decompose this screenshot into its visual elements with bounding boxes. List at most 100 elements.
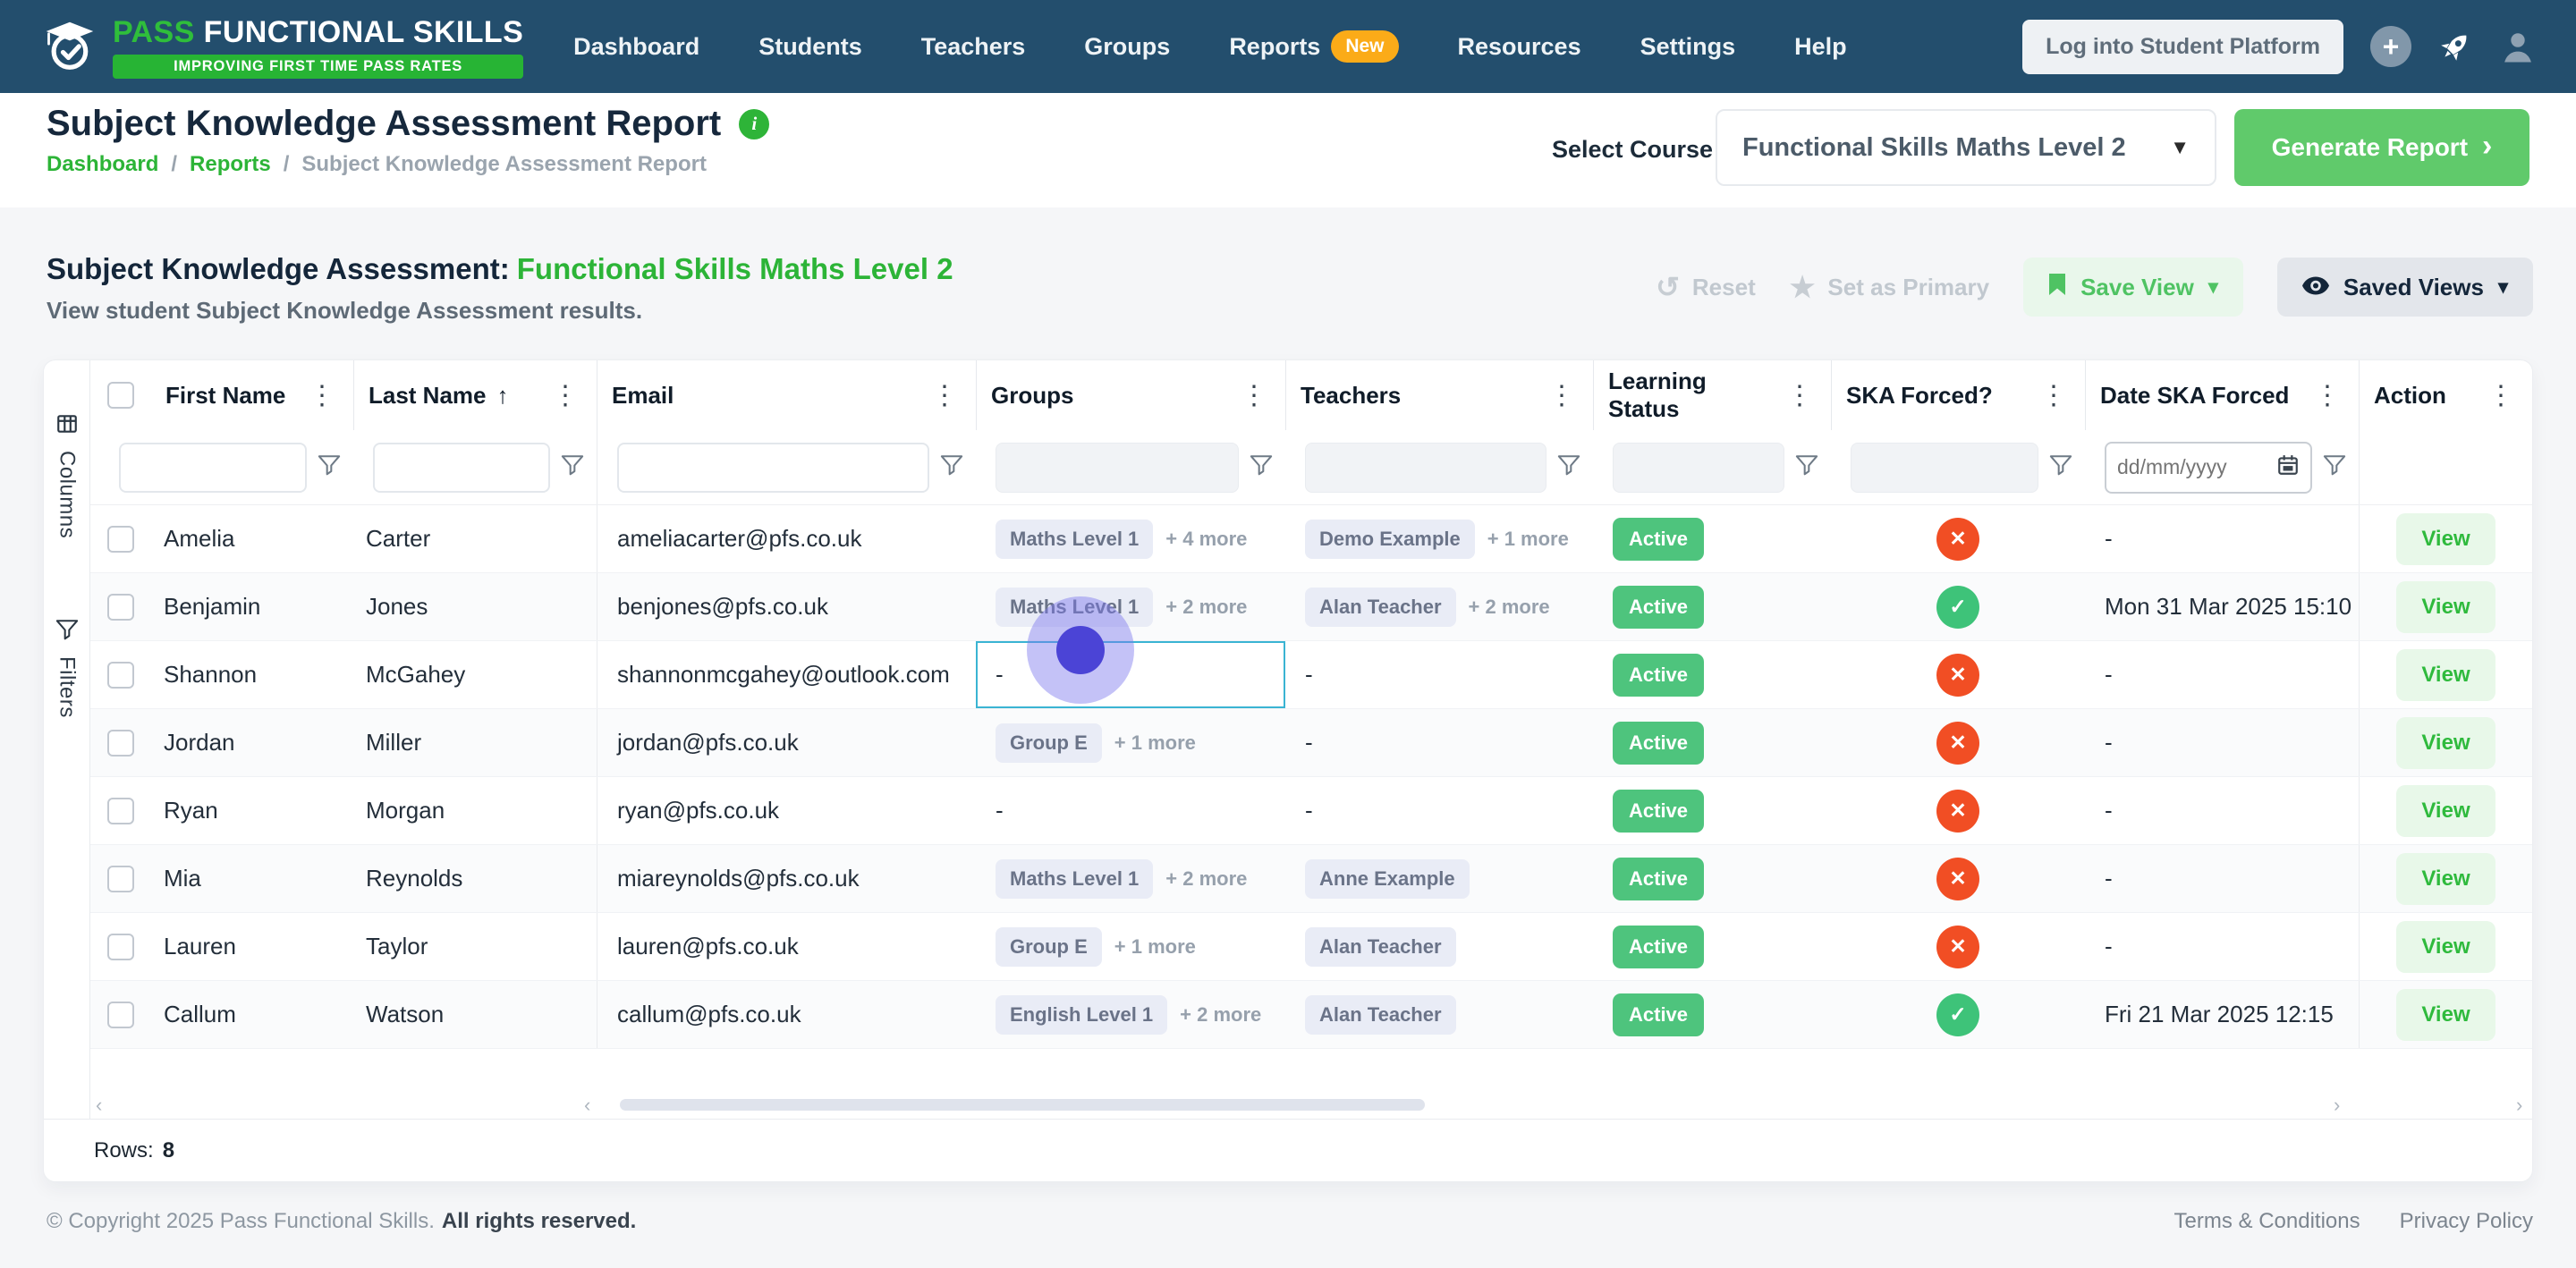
view-button[interactable]: View [2396, 648, 2496, 701]
column-header-first-name[interactable]: First Name ⋮ [151, 360, 353, 430]
filter-funnel-icon[interactable] [1795, 454, 1818, 481]
filter-cell-date-ska-forced [2085, 430, 2359, 504]
view-button[interactable]: View [2396, 988, 2496, 1041]
column-header-last-name[interactable]: Last Name ↑ ⋮ [353, 360, 597, 430]
nav-item-dashboard[interactable]: Dashboard [573, 33, 699, 61]
calendar-icon[interactable] [2276, 453, 2300, 481]
filter-date-input[interactable] [2117, 455, 2251, 479]
row-checkbox[interactable] [107, 729, 134, 757]
nav-item-resources[interactable]: Resources [1458, 33, 1581, 61]
column-header-date-ska-forced[interactable]: Date SKA Forced ⋮ [2085, 360, 2359, 430]
copyright-text: © Copyright 2025 Pass Functional Skills.… [47, 1209, 637, 1233]
saved-views-button[interactable]: Saved Views ▾ [2276, 258, 2533, 317]
filter-funnel-icon[interactable] [940, 454, 963, 481]
row-checkbox[interactable] [107, 661, 134, 689]
column-header-label: Learning Status [1608, 368, 1707, 422]
nav-item-reports[interactable]: Reports New [1229, 30, 1399, 63]
scroll-right-icon[interactable]: › [2334, 1094, 2341, 1116]
filter-input-teachers[interactable] [1305, 442, 1546, 493]
view-button[interactable]: View [2396, 784, 2496, 837]
view-button[interactable]: View [2396, 716, 2496, 769]
table-row: Callum Watson callum@pfs.co.uk English Leve… [90, 981, 2532, 1049]
view-button[interactable]: View [2396, 512, 2496, 565]
row-checkbox[interactable] [107, 865, 134, 892]
row-checkbox-cell [90, 505, 151, 572]
nav-item-students[interactable]: Students [758, 33, 862, 61]
column-header-ska-forced[interactable]: SKA Forced? ⋮ [1831, 360, 2085, 430]
info-icon[interactable]: i [739, 108, 770, 139]
reset-button[interactable]: ↺ Reset [1656, 271, 1756, 303]
filter-input-email[interactable] [617, 442, 929, 493]
column-menu-icon[interactable]: ⋮ [2314, 380, 2341, 410]
row-checkbox[interactable] [107, 797, 134, 824]
row-checkbox[interactable] [107, 593, 134, 621]
column-header-action[interactable]: Action ⋮ [2359, 360, 2532, 430]
footer-link-terms-conditions[interactable]: Terms & Conditions [2174, 1209, 2360, 1233]
filter-funnel-icon[interactable] [2323, 454, 2346, 481]
column-header-learning-status[interactable]: Learning Status ⋮ [1593, 360, 1831, 430]
sort-asc-icon[interactable]: ↑ [496, 381, 509, 409]
groups-cell-pill: Group E [996, 926, 1102, 967]
filter-input-learning-status[interactable] [1613, 442, 1784, 493]
filter-input-groups[interactable] [996, 442, 1239, 493]
date-ska-forced-cell: - [2105, 661, 2113, 688]
filter-funnel-icon[interactable] [561, 454, 584, 481]
column-menu-icon[interactable]: ⋮ [2040, 380, 2067, 410]
groups-cell[interactable]: - [976, 641, 1285, 708]
add-icon[interactable]: + [2370, 26, 2411, 67]
column-menu-icon[interactable]: ⋮ [309, 380, 335, 410]
column-header-email[interactable]: Email ⋮ [597, 360, 976, 430]
table-row: Ryan Morgan ryan@pfs.co.uk - - Active ✕ - View [90, 777, 2532, 845]
nav-links: Dashboard Students Teachers Groups Reports Ne… [573, 30, 1847, 63]
teachers-cell: Demo Example + 1 more [1285, 505, 1593, 572]
scroll-right-icon[interactable]: › [2516, 1094, 2523, 1116]
save-view-button[interactable]: Save View ▾ [2023, 258, 2243, 317]
view-button[interactable]: View [2396, 580, 2496, 633]
breadcrumb-dashboard[interactable]: Dashboard [47, 152, 159, 176]
row-checkbox[interactable] [107, 933, 134, 960]
column-menu-icon[interactable]: ⋮ [1548, 380, 1575, 410]
filter-input-ska-forced[interactable] [1851, 442, 2038, 493]
filter-cell-groups [976, 430, 1285, 504]
login-student-platform-button[interactable]: Log into Student Platform [2022, 19, 2343, 74]
brand-logo[interactable]: PASS FUNCTIONAL SKILLS IMPROVING FIRST TI… [39, 15, 524, 79]
scrollbar-thumb[interactable] [620, 1099, 1425, 1111]
filters-panel-toggle[interactable]: Filters [55, 619, 80, 718]
column-menu-icon[interactable]: ⋮ [552, 380, 579, 410]
view-button[interactable]: View [2396, 852, 2496, 905]
row-checkbox[interactable] [107, 525, 134, 553]
filter-input-first-name[interactable] [119, 442, 307, 493]
filter-input-last-name[interactable] [373, 442, 550, 493]
view-button[interactable]: View [2396, 920, 2496, 973]
teachers-cell: Alan Teacher + 2 more [1285, 573, 1593, 640]
nav-item-teachers[interactable]: Teachers [921, 33, 1026, 61]
filter-funnel-icon[interactable] [1250, 454, 1273, 481]
column-header-teachers[interactable]: Teachers ⋮ [1285, 360, 1593, 430]
filter-funnel-icon[interactable] [1557, 454, 1580, 481]
horizontal-scrollbar[interactable]: ‹ ‹ › › [90, 1094, 2532, 1119]
rocket-icon[interactable] [2438, 30, 2472, 63]
column-menu-icon[interactable]: ⋮ [931, 380, 958, 410]
filter-funnel-icon[interactable] [318, 454, 341, 481]
breadcrumb-reports[interactable]: Reports [190, 152, 271, 176]
column-menu-icon[interactable]: ⋮ [1241, 380, 1267, 410]
nav-item-help[interactable]: Help [1794, 33, 1847, 61]
column-menu-icon[interactable]: ⋮ [2487, 380, 2514, 410]
filter-funnel-icon[interactable] [2049, 454, 2072, 481]
set-as-primary-button[interactable]: ★ Set as Primary [1789, 271, 1990, 303]
nav-item-settings[interactable]: Settings [1640, 33, 1736, 61]
ska-forced-no-icon: ✕ [1936, 517, 1979, 561]
columns-panel-toggle[interactable]: Columns [55, 412, 80, 538]
table-header-row: First Name ⋮ Last Name ↑ ⋮ Email ⋮ Groups ⋮ Teach… [90, 360, 2532, 430]
generate-report-button[interactable]: Generate Report › [2234, 109, 2529, 186]
row-checkbox[interactable] [107, 1001, 134, 1028]
user-profile-icon[interactable] [2499, 28, 2537, 65]
column-menu-icon[interactable]: ⋮ [1786, 380, 1813, 410]
select-all-checkbox[interactable] [107, 382, 134, 409]
course-select-dropdown[interactable]: Functional Skills Maths Level 2 ▼ [1716, 109, 2216, 186]
footer-link-privacy-policy[interactable]: Privacy Policy [2399, 1209, 2533, 1233]
scroll-left-icon[interactable]: ‹ [584, 1094, 591, 1116]
column-header-groups[interactable]: Groups ⋮ [976, 360, 1285, 430]
scroll-left-icon[interactable]: ‹ [96, 1094, 103, 1116]
nav-item-groups[interactable]: Groups [1084, 33, 1170, 61]
